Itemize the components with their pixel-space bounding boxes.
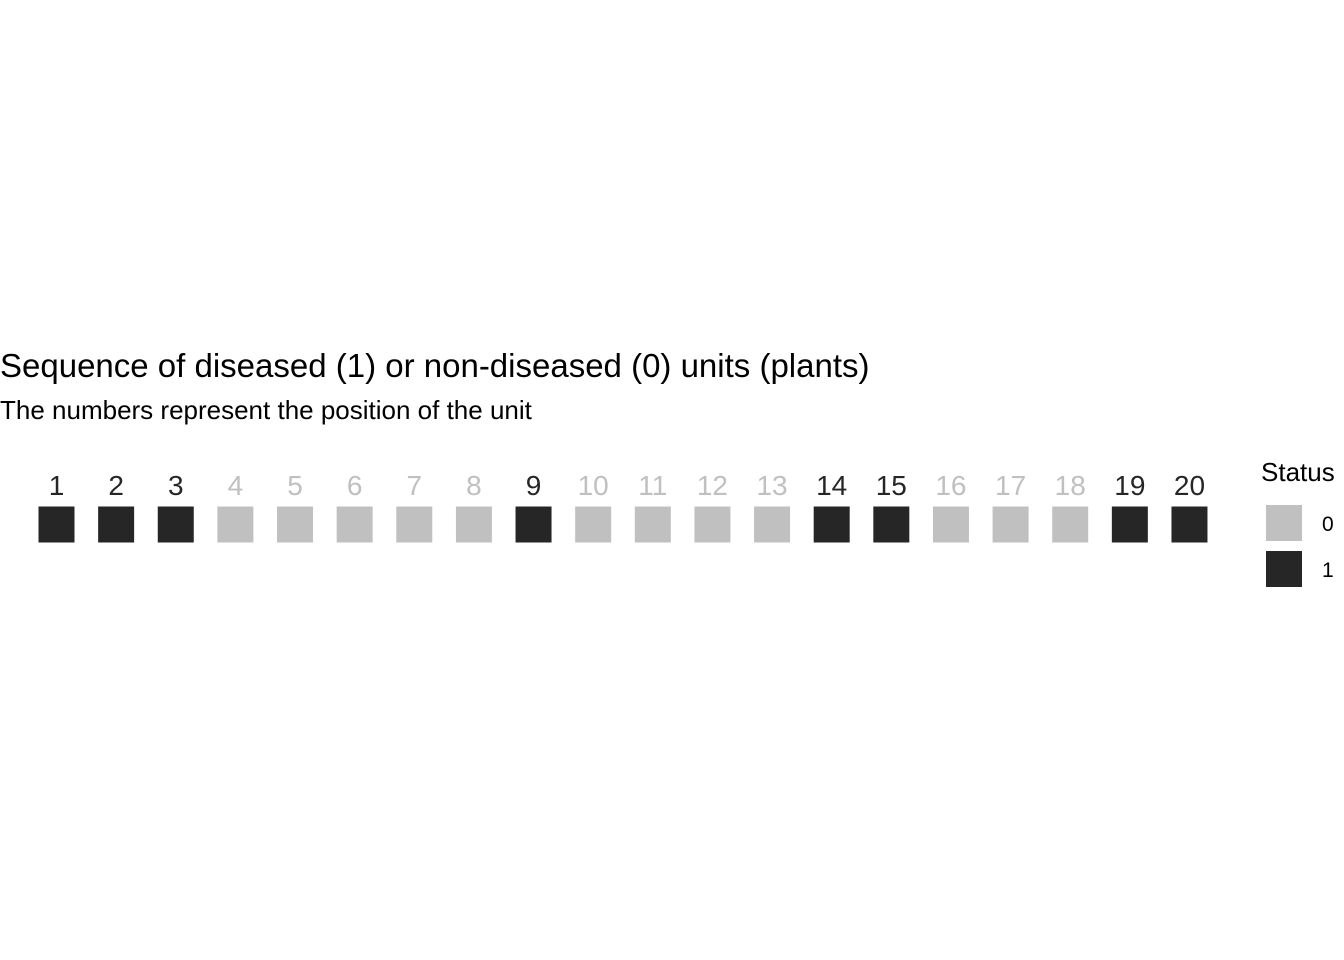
unit-sequence: 1 2 3 4 5 6 7 8 9 10 11 12 13 14 15 16 17 18 19 20 [38,470,1208,543]
unit-tile [932,506,969,543]
unit-position-label: 9 [526,470,542,501]
unit-tile [873,506,910,543]
legend-key [1266,551,1302,587]
unit-position-label: 19 [1114,470,1145,501]
unit-tile [277,506,314,543]
unit-tile [157,506,194,543]
unit-tile [98,506,135,543]
legend-key [1266,505,1302,541]
unit-position-label: 18 [1055,470,1086,501]
unit-tile [336,506,373,543]
unit-position-label: 2 [108,470,124,501]
legend-label: 0 [1322,513,1334,536]
unit-position-label: 4 [228,470,244,501]
unit-position-label: 15 [876,470,907,501]
unit-tile [754,506,791,543]
unit-position-label: 16 [935,470,966,501]
unit-tile [1052,506,1089,543]
unit-tile [38,506,75,543]
legend-items: 01 [1266,505,1334,587]
unit-tile [396,506,433,543]
unit-position-label: 13 [756,470,787,501]
legend-title: Status [1261,457,1335,487]
unit-tile [575,506,612,543]
unit-tile [634,506,671,543]
legend-label: 1 [1322,559,1334,582]
unit-tile [1171,506,1208,543]
unit-position-label: 14 [816,470,847,501]
unit-tile [694,506,731,543]
unit-position-label: 20 [1174,470,1205,501]
unit-tile [515,506,552,543]
unit-tile [217,506,254,543]
unit-position-label: 7 [406,470,422,501]
unit-tile [813,506,850,543]
unit-position-label: 3 [168,470,184,501]
unit-tile [1111,506,1148,543]
unit-position-label: 6 [347,470,363,501]
unit-position-label: 8 [466,470,482,501]
chart-subtitle: The numbers represent the position of th… [0,395,533,425]
unit-position-label: 10 [578,470,609,501]
chart-title: Sequence of diseased (1) or non-diseased… [0,347,870,384]
unit-tile [992,506,1029,543]
unit-position-label: 5 [287,470,303,501]
unit-tile [455,506,492,543]
unit-position-label: 17 [995,470,1026,501]
unit-position-label: 11 [638,470,667,501]
legend: Status 01 [1261,457,1335,587]
unit-position-label: 1 [49,470,65,501]
unit-position-label: 12 [697,470,728,501]
